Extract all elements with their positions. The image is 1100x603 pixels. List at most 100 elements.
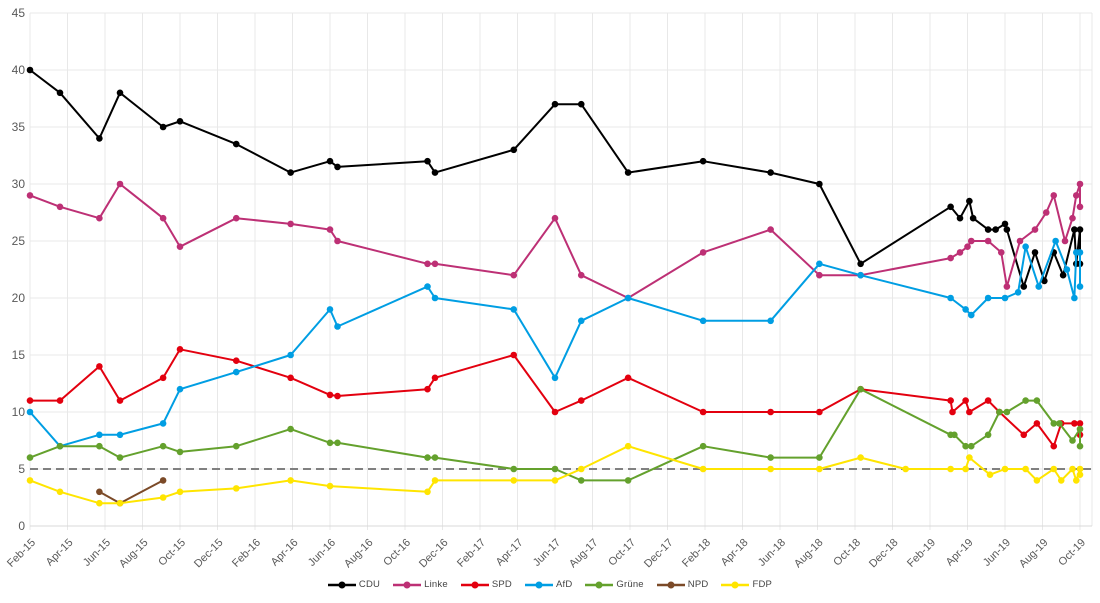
y-tick-label: 0 [18,519,25,533]
data-point-linke [287,220,294,228]
data-point-afd [176,385,184,393]
data-point-afd [984,294,992,302]
x-tick-label: Feb-19 [905,537,938,570]
data-point-cdu [287,169,294,176]
data-point-fdp [1022,465,1029,473]
data-point-fdp [1001,465,1009,473]
data-point-linke [1061,237,1069,245]
y-tick-label: 25 [12,234,26,248]
data-point-cdu [966,197,973,205]
data-point-linke [1069,214,1076,222]
data-point-fdp [962,465,969,473]
data-point-gruene [232,442,240,450]
data-point-fdp [902,465,909,473]
legend-marker-cdu-icon [327,581,356,588]
x-tick-label: Oct-15 [156,537,188,569]
data-point-cdu [1020,283,1028,290]
data-point-afd [326,306,334,313]
data-point-gruene [1076,425,1084,433]
data-point-cdu [431,169,439,176]
legend-item-spd: SPD [460,579,512,590]
data-point-afd [26,408,34,416]
legend-item-cdu: CDU [327,579,381,590]
data-point-cdu [159,123,167,131]
data-point-fdp [1033,477,1041,484]
legend-label-npd: NPD [687,579,709,590]
data-point-afd [116,431,124,439]
data-point-afd [334,323,341,330]
data-point-gruene [287,425,294,433]
chart-legend: CDU Linke SPD AfD Grüne NPD FDP [0,579,1100,590]
legend-marker-fdp-icon [721,581,750,588]
x-tick-label: Apr-17 [494,537,526,569]
x-tick-label: Apr-15 [44,537,76,569]
data-point-spd [984,397,992,404]
legend-marker-npd-icon [656,581,685,588]
data-point-fdp [624,442,632,450]
data-point-spd [577,397,585,404]
data-point-gruene [857,385,864,393]
x-tick-label: Feb-15 [5,537,38,570]
data-point-gruene [1050,420,1058,427]
x-tick-label: Dec-15 [192,537,226,571]
data-point-spd [816,408,823,416]
data-point-gruene [624,477,632,484]
x-tick-label: Apr-19 [944,537,976,569]
data-point-cdu [424,157,431,165]
data-point-cdu [947,203,954,211]
legend-item-npd: NPD [656,579,709,590]
y-tick-label: 35 [12,120,26,134]
data-point-gruene [551,465,559,473]
data-point-gruene [1033,397,1041,404]
data-point-linke [116,180,124,188]
data-point-afd [551,374,559,382]
data-point-fdp [56,488,64,496]
data-point-linke [956,249,964,256]
series-line-npd [98,479,164,505]
data-point-fdp [816,465,823,473]
data-point-afd [857,271,864,279]
data-point-gruene [1022,397,1029,404]
data-point-afd [1001,294,1009,302]
data-point-linke [1016,237,1024,245]
y-tick-label: 5 [18,462,25,476]
data-point-afd [947,294,954,302]
data-point-gruene [699,442,707,450]
x-tick-label: Aug-17 [567,537,601,571]
x-tick-label: Jun-18 [756,537,788,569]
data-point-gruene [951,431,958,439]
data-point-linke [56,203,64,211]
data-point-spd [1033,420,1041,427]
data-point-cdu [510,146,518,154]
series-line-gruene [29,388,1081,482]
data-point-fdp [1072,477,1080,484]
data-point-cdu [1001,220,1009,228]
y-tick-label: 30 [12,177,26,191]
data-point-spd [287,374,294,382]
data-point-linke [424,260,431,268]
data-point-linke [964,243,971,250]
x-tick-label: Jun-16 [306,537,338,569]
data-point-gruene [116,454,124,461]
data-point-gruene [510,465,518,473]
data-point-linke [947,254,954,262]
data-point-spd [1020,431,1028,439]
data-point-cdu [992,226,999,233]
data-point-afd [1035,283,1043,290]
data-point-cdu [1003,226,1011,233]
x-tick-label: Aug-15 [117,537,151,571]
legend-label-afd: AfD [555,579,573,590]
data-point-afd [1071,294,1078,302]
data-point-linke [159,214,167,222]
data-point-gruene [26,454,34,461]
legend-label-spd: SPD [491,579,512,590]
data-point-gruene [962,442,969,450]
data-point-spd [1050,442,1058,450]
data-point-spd [159,374,167,382]
x-tick-label: Dec-17 [642,537,676,571]
legend-label-cdu: CDU [358,579,381,590]
data-point-linke [967,237,975,245]
data-point-linke [1031,226,1039,233]
data-point-linke [984,237,992,245]
